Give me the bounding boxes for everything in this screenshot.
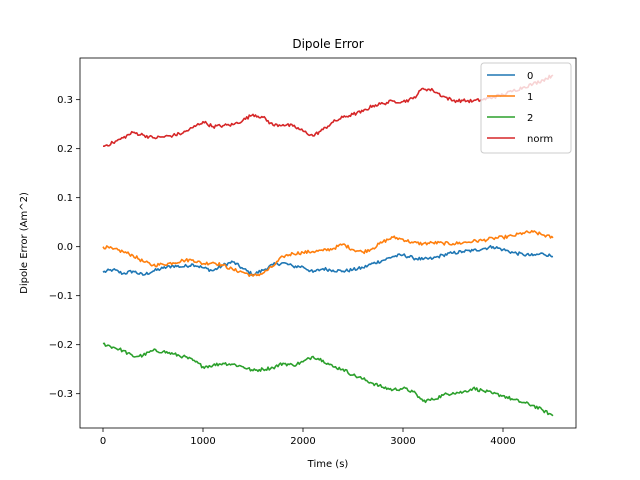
- y-axis-ticks: −0.3 −0.2 −0.1 0.0 0.1 0.2 0.3: [49, 95, 80, 400]
- y-axis-label: Dipole Error (Am^2): [19, 192, 30, 294]
- y-tick-label: −0.1: [49, 291, 73, 302]
- chart-title: Dipole Error: [292, 37, 363, 51]
- series-line-norm: [102, 74, 554, 148]
- x-tick-label: 0: [100, 436, 106, 447]
- legend: 0 1 2 norm: [480, 62, 572, 154]
- series-line-2: [102, 342, 554, 417]
- series-line-1: [102, 229, 554, 278]
- legend-label-norm: norm: [527, 134, 553, 145]
- legend-label-0: 0: [527, 71, 533, 82]
- y-tick-label: 0.0: [57, 242, 73, 253]
- y-tick-label: −0.2: [49, 340, 73, 351]
- legend-label-2: 2: [527, 113, 533, 124]
- y-tick-label: 0.2: [57, 144, 73, 155]
- series-line-0: [102, 244, 554, 277]
- legend-label-1: 1: [527, 92, 533, 103]
- x-tick-label: 2000: [290, 436, 315, 447]
- legend-box: [480, 62, 572, 154]
- x-tick-label: 1000: [190, 436, 215, 447]
- x-tick-label: 3000: [390, 436, 415, 447]
- x-axis-ticks: 0 1000 2000 3000 4000: [100, 428, 516, 447]
- lines-layer: [102, 74, 554, 417]
- y-tick-label: 0.3: [57, 95, 73, 106]
- plot-area: [79, 57, 577, 429]
- axes-frame: [79, 57, 577, 429]
- x-tick-label: 4000: [490, 436, 515, 447]
- x-axis-label: Time (s): [307, 459, 349, 470]
- y-tick-label: 0.1: [57, 193, 73, 204]
- y-tick-label: −0.3: [49, 389, 73, 400]
